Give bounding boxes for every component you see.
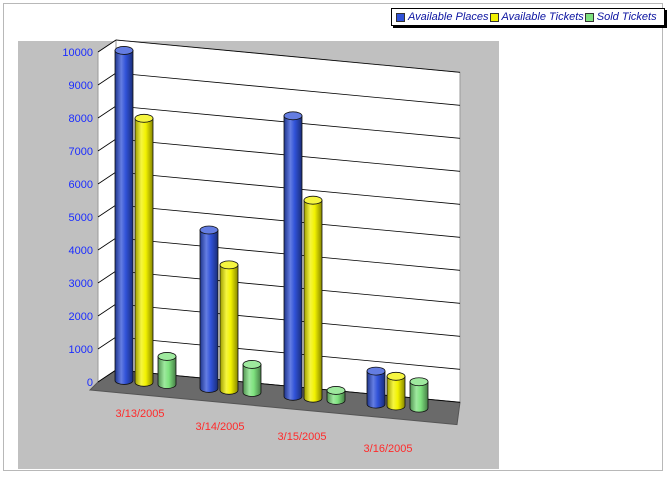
cylinder-0-0 [114, 46, 134, 385]
category-label-1: 3/14/2005 [196, 421, 245, 433]
gridline-side-7000 [97, 138, 117, 152]
gridline-side-2000 [97, 303, 117, 317]
chart-legend: Available Places Available Tickets Sold … [391, 8, 665, 26]
gridline-side-9000 [97, 72, 117, 86]
y-tick-label-1000: 1000 [69, 344, 93, 356]
y-tick-label-4000: 4000 [69, 245, 93, 257]
legend-swatch-sold-tickets [584, 12, 594, 22]
cylinder-3-2 [409, 377, 429, 413]
gridline-side-3000 [97, 270, 117, 284]
cylinder-3-0 [366, 366, 386, 409]
legend-item-available-tickets: Available Tickets [489, 11, 584, 23]
legend-label-available-tickets: Available Tickets [501, 11, 584, 23]
cylinder-2-2 [326, 386, 346, 405]
cylinder-1-1 [219, 260, 239, 395]
y-tick-label-10000: 10000 [62, 47, 93, 59]
y-tick-label-8000: 8000 [69, 113, 93, 125]
y-tick-label-2000: 2000 [69, 311, 93, 323]
cylinder-2-0 [283, 111, 303, 401]
y-tick-label-0: 0 [87, 377, 93, 389]
gridline-side-8000 [97, 105, 117, 119]
category-label-3: 3/16/2005 [364, 443, 413, 455]
legend-swatch-available-places [396, 12, 405, 22]
gridline-side-1000 [97, 336, 117, 350]
gridline-side-0 [97, 369, 117, 383]
gridline-side-5000 [97, 204, 117, 218]
gridline-9000 [115, 72, 461, 106]
gridline-side-4000 [97, 237, 117, 251]
cylinder-0-2 [157, 352, 177, 389]
category-label-0: 3/13/2005 [116, 408, 165, 420]
y-tick-label-3000: 3000 [69, 278, 93, 290]
legend-label-available-places: Available Places [408, 11, 489, 23]
y-tick-label-5000: 5000 [69, 212, 93, 224]
legend-swatch-available-tickets [489, 12, 499, 22]
gridline-10000 [115, 39, 461, 73]
category-label-2: 3/15/2005 [278, 431, 327, 443]
legend-item-available-places: Available Places [396, 11, 489, 23]
legend-label-sold-tickets: Sold Tickets [596, 11, 657, 23]
cylinder-3-1 [386, 371, 406, 411]
gridline-side-6000 [97, 171, 117, 185]
y-tick-label-9000: 9000 [69, 80, 93, 92]
cylinder-2-1 [303, 195, 323, 403]
cylinder-1-2 [242, 360, 262, 397]
cylinder-0-1 [134, 113, 154, 387]
gridline-side-10000 [97, 39, 117, 53]
y-tick-label-6000: 6000 [69, 179, 93, 191]
cylinder-1-0 [199, 225, 219, 393]
legend-item-sold-tickets: Sold Tickets [584, 11, 657, 23]
y-tick-label-7000: 7000 [69, 146, 93, 158]
